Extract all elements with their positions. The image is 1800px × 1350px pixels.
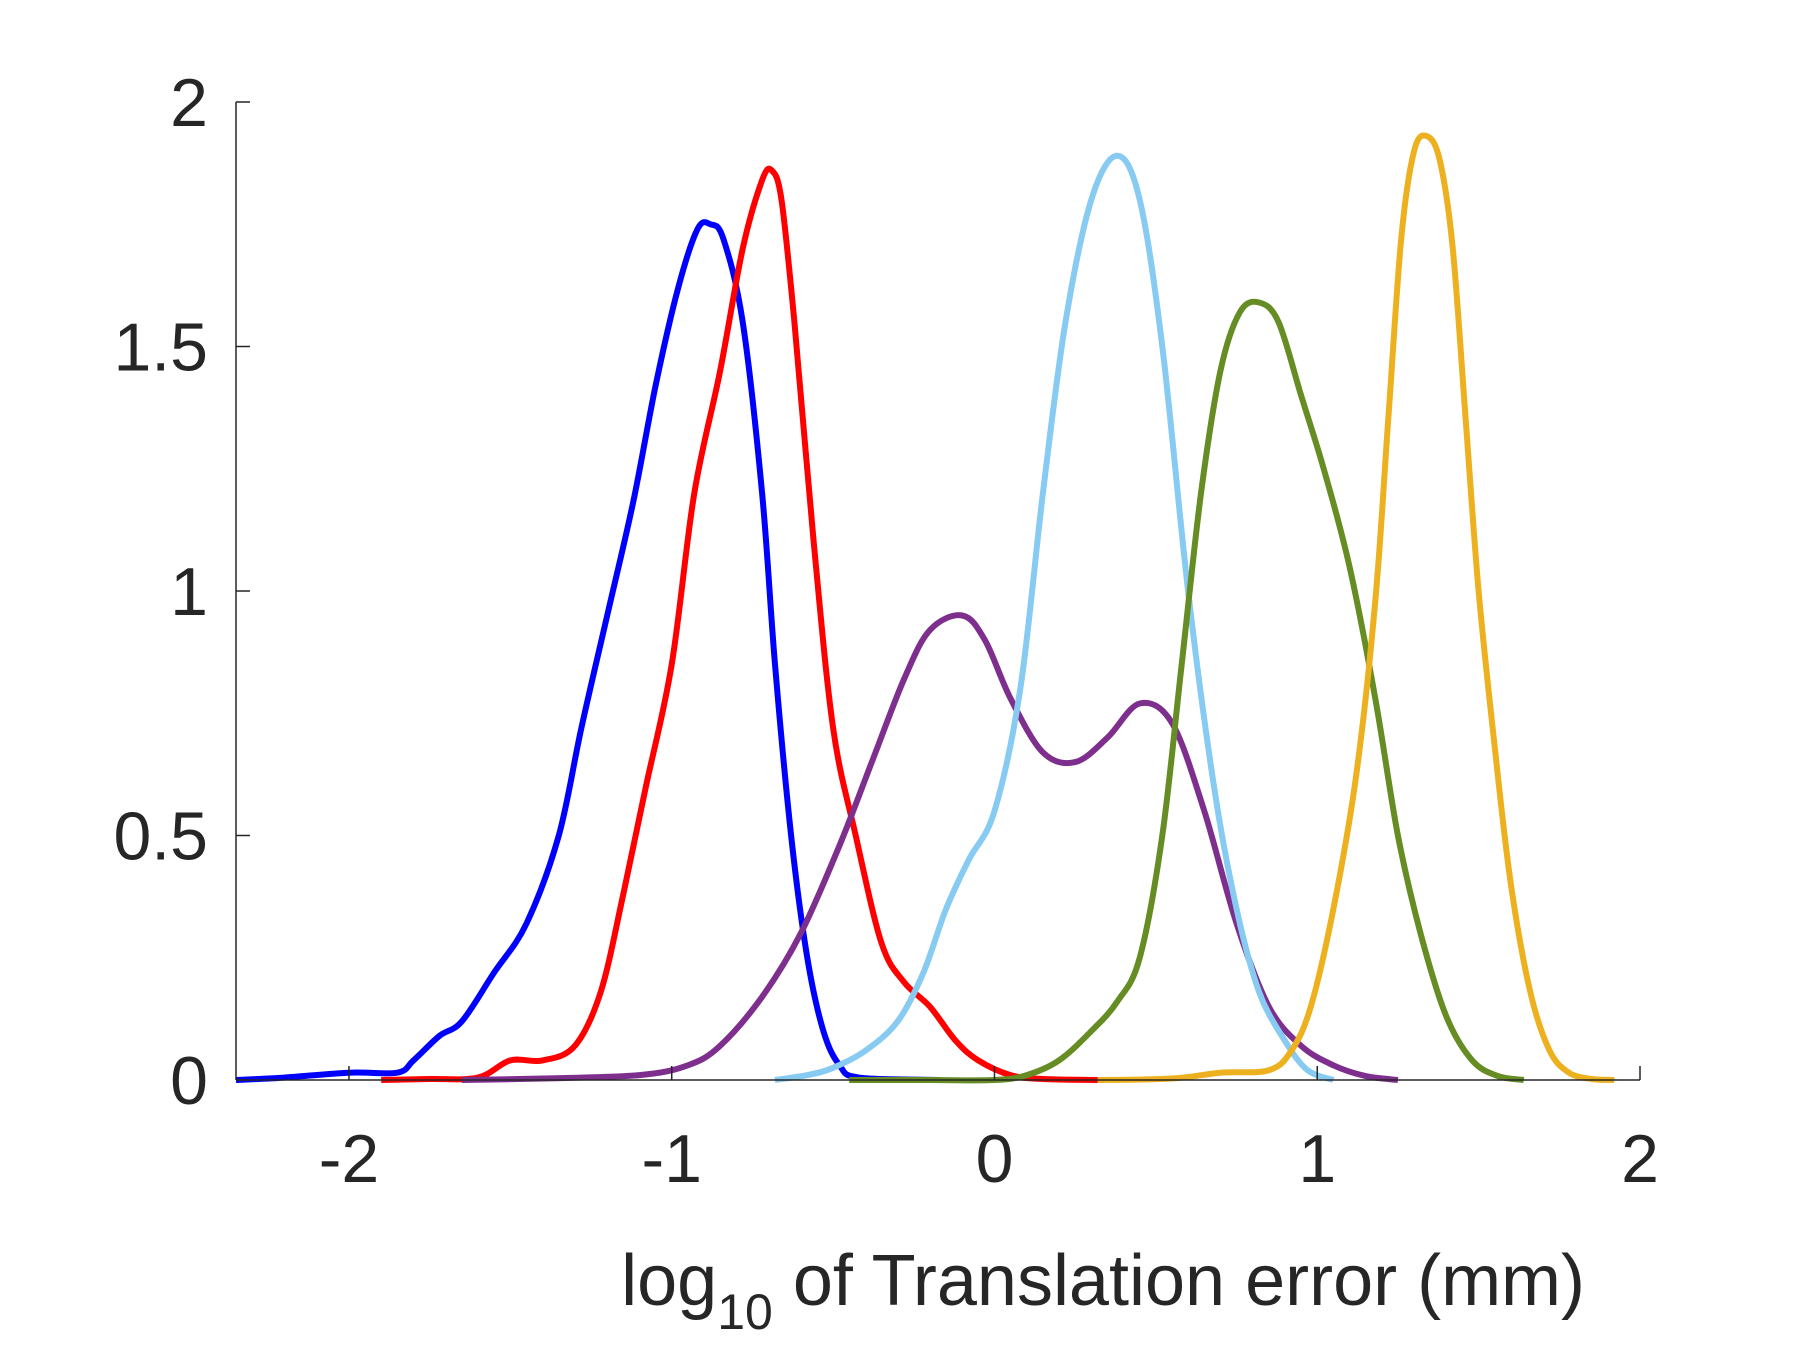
- y-tick-label: 1: [170, 554, 208, 630]
- series-line-4: [774, 152, 1335, 1083]
- x-tick-label: 2: [1621, 1121, 1659, 1197]
- y-tick-label: 1.5: [113, 310, 208, 386]
- series-line-1: [235, 219, 940, 1083]
- y-tick-label: 0: [170, 1043, 208, 1119]
- y-tick-label: 0.5: [113, 799, 208, 875]
- series-line-6: [1097, 132, 1615, 1083]
- series-line-2: [381, 165, 1098, 1083]
- series-layer: [235, 132, 1615, 1084]
- x-tick-label: 1: [1298, 1121, 1336, 1197]
- x-tick-label: -2: [319, 1121, 379, 1197]
- y-tick-label: 2: [170, 65, 208, 141]
- x-tick-label: 0: [976, 1121, 1014, 1197]
- ticks: -2 -1 0 1 2 0 0.5 1 1.5 2: [113, 65, 1658, 1197]
- series-line-5: [849, 298, 1525, 1084]
- x-axis-title: log10 of Translation error (mm): [621, 1241, 1585, 1340]
- x-tick-label: -1: [641, 1121, 701, 1197]
